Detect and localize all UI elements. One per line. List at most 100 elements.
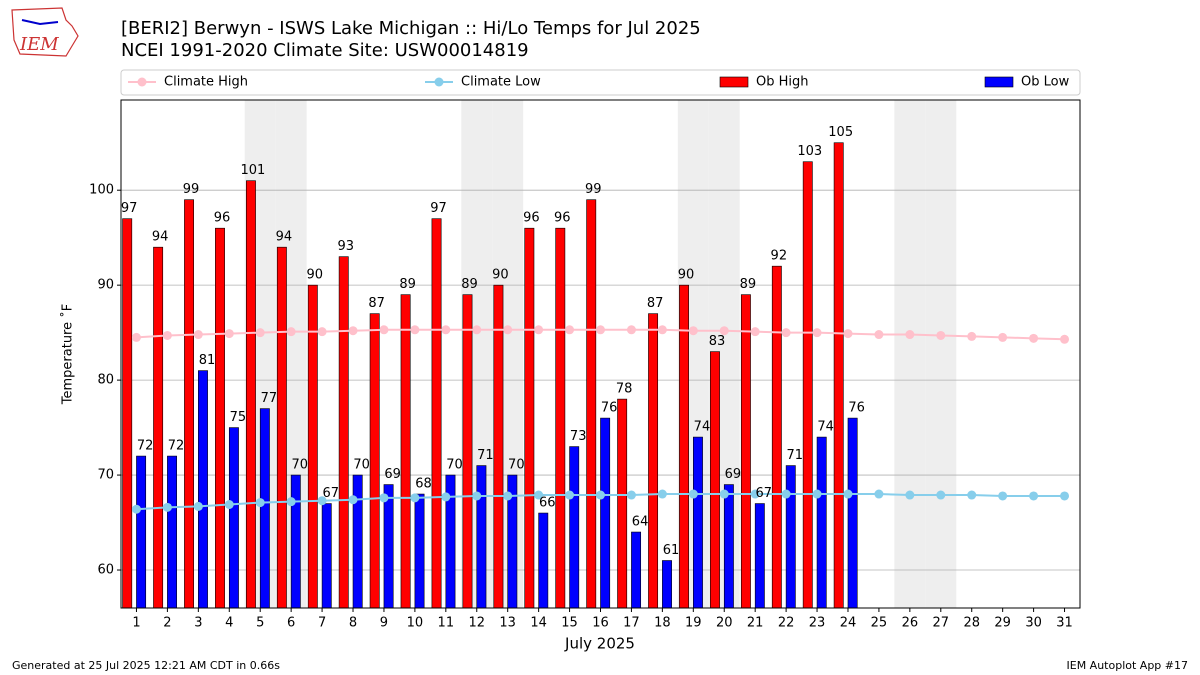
point xyxy=(162,330,172,340)
data-label: 66 xyxy=(539,496,556,511)
x-tick-label: 28 xyxy=(963,616,980,631)
data-label: 69 xyxy=(384,467,401,482)
data-label: 87 xyxy=(368,296,385,311)
point xyxy=(1029,333,1039,343)
point xyxy=(534,325,544,335)
point xyxy=(472,325,482,335)
point xyxy=(348,495,358,505)
legend-swatch xyxy=(719,76,749,88)
point xyxy=(255,328,265,338)
data-label: 70 xyxy=(508,458,525,473)
logo-text: IEM xyxy=(19,34,59,55)
data-label: 90 xyxy=(492,268,509,283)
chart-title: [BERI2] Berwyn - ISWS Lake Michigan :: H… xyxy=(121,18,701,39)
x-tick-label: 27 xyxy=(933,616,950,631)
x-tick-label: 10 xyxy=(407,616,424,631)
point xyxy=(472,491,482,501)
x-tick-label: 8 xyxy=(349,616,357,631)
point xyxy=(534,490,544,500)
bar xyxy=(184,199,194,609)
data-label: 89 xyxy=(740,277,757,292)
data-label: 90 xyxy=(307,268,324,283)
weekend-shade xyxy=(925,100,957,608)
bar xyxy=(462,294,473,609)
data-label: 87 xyxy=(647,296,664,311)
x-tick-label: 11 xyxy=(438,616,455,631)
data-label: 97 xyxy=(430,201,447,216)
y-tick-label: 70 xyxy=(97,468,114,483)
point xyxy=(1060,491,1070,501)
data-label: 72 xyxy=(168,439,185,454)
bar xyxy=(122,218,133,609)
data-label: 76 xyxy=(601,401,618,416)
data-label: 101 xyxy=(241,163,266,178)
legend-box xyxy=(120,69,1081,96)
bar xyxy=(414,493,425,609)
point xyxy=(688,489,698,499)
point xyxy=(719,326,729,336)
data-label: 89 xyxy=(461,277,478,292)
x-tick-label: 3 xyxy=(194,616,202,631)
bar xyxy=(802,161,813,609)
point xyxy=(967,331,977,341)
bar xyxy=(740,294,751,609)
point xyxy=(286,497,296,507)
x-tick-label: 31 xyxy=(1056,616,1073,631)
point xyxy=(812,328,822,338)
x-tick-label: 20 xyxy=(716,616,733,631)
point xyxy=(286,327,296,337)
y-tick-label: 80 xyxy=(97,373,114,388)
bar xyxy=(555,227,566,609)
point xyxy=(874,330,884,340)
legend-marker xyxy=(434,77,444,87)
bar xyxy=(816,436,827,609)
point xyxy=(255,498,265,508)
bar xyxy=(321,503,332,609)
point xyxy=(224,500,234,510)
bar xyxy=(259,408,270,609)
data-label: 103 xyxy=(797,144,822,159)
data-label: 89 xyxy=(399,277,416,292)
legend-label: Climate Low xyxy=(461,75,541,90)
x-tick-label: 17 xyxy=(623,616,640,631)
x-tick-label: 9 xyxy=(380,616,388,631)
data-label: 83 xyxy=(709,334,726,349)
point xyxy=(750,489,760,499)
point xyxy=(874,489,884,499)
data-label: 74 xyxy=(817,420,834,435)
data-label: 94 xyxy=(276,230,293,245)
point xyxy=(131,332,141,342)
point xyxy=(657,489,667,499)
bar xyxy=(662,560,672,609)
point xyxy=(657,325,667,335)
legend-swatch xyxy=(984,76,1014,88)
y-axis-label: Temperature ˚F xyxy=(60,304,76,405)
x-tick-label: 21 xyxy=(747,616,764,631)
point xyxy=(781,489,791,499)
data-label: 96 xyxy=(214,211,231,226)
bar xyxy=(833,142,844,609)
legend-marker xyxy=(137,77,147,87)
point xyxy=(843,489,853,499)
x-tick-label: 30 xyxy=(1025,616,1042,631)
footer-left: Generated at 25 Jul 2025 12:21 AM CDT in… xyxy=(12,659,280,672)
point xyxy=(565,325,575,335)
y-tick-label: 90 xyxy=(97,278,114,293)
bar xyxy=(476,465,487,609)
y-tick-label: 100 xyxy=(89,183,114,198)
point xyxy=(162,502,172,512)
point xyxy=(317,496,327,506)
bar xyxy=(276,246,287,609)
data-label: 71 xyxy=(477,448,494,463)
point xyxy=(441,492,451,502)
x-tick-label: 12 xyxy=(468,616,485,631)
bar xyxy=(153,246,164,609)
data-label: 93 xyxy=(337,239,354,254)
point xyxy=(565,490,575,500)
data-label: 67 xyxy=(322,486,339,501)
point xyxy=(750,327,760,337)
bar xyxy=(493,284,504,609)
point xyxy=(410,325,420,335)
data-label: 78 xyxy=(616,382,633,397)
